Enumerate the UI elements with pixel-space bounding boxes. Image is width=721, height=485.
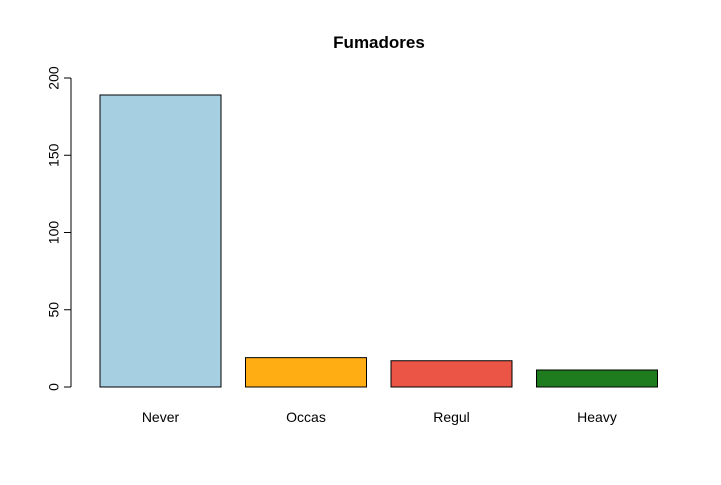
category-label-heavy: Heavy (577, 409, 617, 425)
category-label-occas: Occas (286, 409, 326, 425)
y-axis: 0 50 100 150 200 (46, 66, 72, 391)
chart-title: Fumadores (333, 33, 425, 52)
y-tick-label: 100 (46, 221, 62, 245)
y-tick-label: 0 (46, 383, 62, 391)
y-tick-label: 50 (46, 302, 62, 318)
bar-regul (390, 360, 513, 388)
category-label-never: Never (142, 409, 180, 425)
bar-heavy (536, 369, 658, 388)
category-labels: Never Occas Regul Heavy (142, 409, 617, 425)
bar-never (99, 94, 222, 388)
bars (99, 94, 658, 388)
y-tick-label: 200 (46, 66, 62, 90)
bar-occas (245, 357, 367, 388)
category-label-regul: Regul (433, 409, 470, 425)
y-tick-label: 150 (46, 143, 62, 167)
